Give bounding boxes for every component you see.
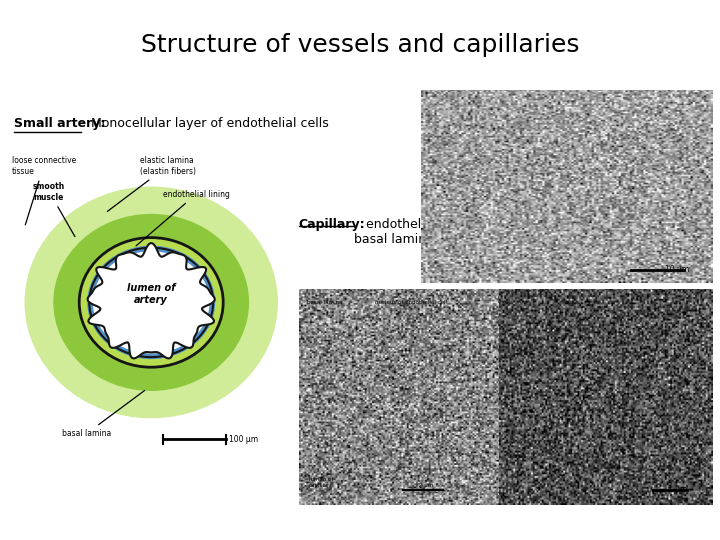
Text: lumen of
capillary: lumen of capillary — [309, 477, 333, 488]
Ellipse shape — [54, 214, 248, 390]
Text: elastic lamina
(elastin fibers): elastic lamina (elastin fibers) — [107, 156, 196, 212]
Text: lumen of
artery: lumen of artery — [127, 283, 176, 305]
Text: Small artery:: Small artery: — [14, 117, 106, 131]
Text: 1 μm: 1 μm — [667, 485, 687, 494]
Polygon shape — [88, 243, 215, 359]
Text: basal lamina: basal lamina — [307, 300, 343, 305]
Text: smooth
muscle: smooth muscle — [33, 182, 75, 237]
Text: 2 μm: 2 μm — [419, 483, 433, 488]
Text: Monocellular layer of endothelial cells: Monocellular layer of endothelial cells — [83, 117, 328, 131]
Text: Structure of vessels and capillaries: Structure of vessels and capillaries — [140, 32, 580, 57]
Ellipse shape — [94, 252, 209, 353]
Ellipse shape — [81, 239, 222, 366]
Text: endothelial cell,
basal lamina, pericytes: endothelial cell, basal lamina, pericyte… — [354, 218, 500, 246]
Text: loose connective
tissue: loose connective tissue — [12, 156, 76, 225]
Text: endothelial lining: endothelial lining — [136, 190, 230, 246]
Text: 10 μm: 10 μm — [665, 265, 690, 274]
Text: 100 μm: 100 μm — [229, 435, 258, 444]
Text: basal lamina: basal lamina — [62, 390, 145, 438]
Text: Capillary:: Capillary: — [299, 218, 366, 231]
Ellipse shape — [25, 187, 277, 417]
Text: nucleus of endothelial cell: nucleus of endothelial cell — [375, 300, 447, 305]
